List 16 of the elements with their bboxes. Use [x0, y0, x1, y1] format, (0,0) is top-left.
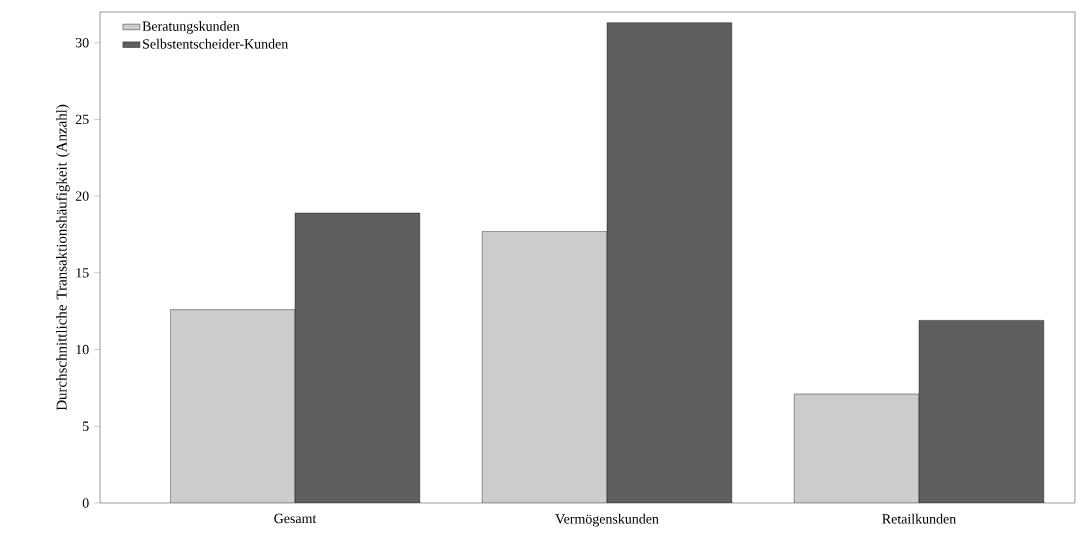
- y-tick-label: 30: [75, 37, 89, 48]
- y-tick-label: 15: [76, 268, 89, 278]
- x-tick-label: Retailkunden: [882, 513, 956, 524]
- y-tick-label: 20: [75, 191, 89, 201]
- y-tick-label: 10: [76, 344, 89, 355]
- bar: [918, 320, 1045, 503]
- y-tick-label: 0: [82, 498, 89, 508]
- bar: [295, 212, 420, 503]
- x-tick-label: Gesamt: [274, 513, 317, 524]
- legend-label: Beratungskunden: [142, 21, 240, 34]
- y-tick-label: 25: [75, 114, 89, 125]
- y-axis-title: Durchschnittliche Transaktionshäufigkeit (Anzahl): [55, 104, 70, 411]
- y-tick-label: 5: [83, 421, 89, 431]
- legend-label: Selbstentscheider-Kunden: [143, 38, 289, 49]
- x-tick-label: Vermögenskunden: [555, 513, 659, 527]
- bar: [607, 22, 732, 503]
